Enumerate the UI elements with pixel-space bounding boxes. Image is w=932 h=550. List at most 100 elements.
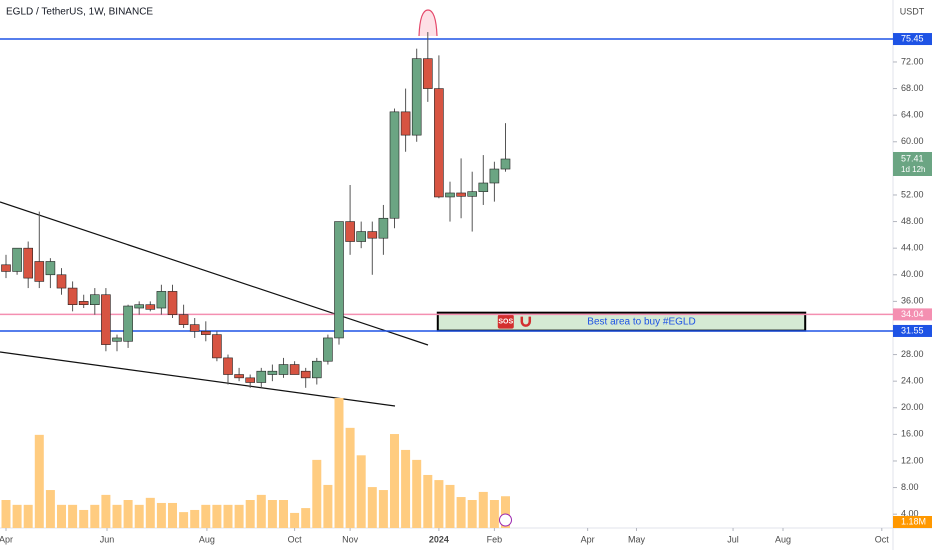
level-tag xyxy=(893,308,932,321)
volume-bar xyxy=(434,480,444,528)
level-tag xyxy=(893,33,932,46)
volume-bar xyxy=(378,490,388,528)
volume-tag-label: 1.18M xyxy=(901,516,926,526)
candle-body xyxy=(223,357,233,375)
x-tick-label: Oct xyxy=(288,534,303,544)
volume-bar xyxy=(301,508,311,528)
volume-bar xyxy=(145,497,155,528)
level-tag-label: 34.04 xyxy=(901,309,924,319)
volume-bar xyxy=(467,500,477,528)
candle-body xyxy=(389,111,400,219)
volume-bar xyxy=(112,504,122,528)
y-tick-label: 8.00 xyxy=(901,482,919,492)
candle-body xyxy=(167,291,178,315)
x-tick-label: Aug xyxy=(199,534,215,544)
candle-body xyxy=(467,191,477,197)
candle-body xyxy=(422,58,433,89)
candle-body xyxy=(267,370,278,375)
candle-body xyxy=(156,291,167,309)
y-tick-label: 60.00 xyxy=(901,136,924,146)
candle-body xyxy=(234,374,244,379)
y-tick-label: 72.00 xyxy=(901,56,924,66)
volume-bar xyxy=(334,397,344,528)
x-tick-label: May xyxy=(628,534,646,544)
candle-body xyxy=(400,111,411,136)
candle-body xyxy=(445,192,455,198)
volume-bar xyxy=(34,434,44,528)
volume-bar xyxy=(323,484,333,528)
candle-body xyxy=(378,217,389,239)
volume-bar xyxy=(68,504,78,528)
volume-bar xyxy=(101,494,111,528)
volume-bar xyxy=(223,504,233,528)
candle-body xyxy=(278,364,289,375)
zone-label: Best area to buy #EGLD xyxy=(587,316,695,327)
price-tag-label: 57.41 xyxy=(901,153,924,163)
level-tag-label: 31.55 xyxy=(901,325,924,335)
sos-label: SOS xyxy=(498,318,513,325)
volume-bar xyxy=(423,474,433,528)
candle-body xyxy=(456,192,466,197)
volume-bar xyxy=(12,504,22,528)
volume-bar xyxy=(256,494,266,528)
trend-line xyxy=(0,351,396,407)
candle-body xyxy=(45,261,56,276)
candle-body xyxy=(356,231,366,242)
volume-bar xyxy=(389,434,399,528)
y-tick-label: 20.00 xyxy=(901,402,924,412)
countdown-label: 1d 12h xyxy=(901,165,925,174)
magnet-icon xyxy=(520,316,532,327)
candle-body xyxy=(311,360,322,379)
volume-bar xyxy=(245,500,255,528)
level-tag xyxy=(893,324,932,337)
volume-bar xyxy=(212,504,222,528)
candle-body xyxy=(23,247,33,279)
y-tick-label: 40.00 xyxy=(901,269,924,279)
candle-body xyxy=(34,261,45,282)
volume-bar xyxy=(278,500,288,528)
x-tick-label: Apr xyxy=(0,534,13,544)
volume-bar xyxy=(312,459,322,528)
volume-bar xyxy=(167,502,177,528)
volume-bar xyxy=(478,491,488,528)
y-tick-label: 28.00 xyxy=(901,349,924,359)
candle-body xyxy=(300,370,311,379)
candle-body xyxy=(434,88,444,198)
x-tick-label: 2024 xyxy=(429,534,449,544)
y-tick-label: 4.00 xyxy=(901,509,919,519)
candle-body xyxy=(78,301,89,305)
candle-body xyxy=(323,337,333,362)
candle-body xyxy=(178,314,189,325)
x-tick-label: Apr xyxy=(581,534,595,544)
volume-bar xyxy=(345,427,355,528)
candle-body xyxy=(367,231,378,239)
volume-bar xyxy=(156,502,166,528)
volume-bar xyxy=(489,500,499,528)
volume-bar xyxy=(356,455,366,528)
alert-icon xyxy=(498,513,512,527)
volume-bar xyxy=(56,504,66,528)
volume-bar xyxy=(290,512,300,528)
x-tick-label: Jun xyxy=(100,534,115,544)
candle-body xyxy=(345,221,355,242)
y-tick-label: 16.00 xyxy=(901,429,924,439)
trend-line xyxy=(0,201,429,346)
candle-body xyxy=(67,287,78,305)
x-tick-label: Feb xyxy=(487,534,503,544)
volume-bar xyxy=(412,459,422,528)
candle-body xyxy=(212,334,222,359)
candle-body xyxy=(245,377,255,383)
y-tick-label: 48.00 xyxy=(901,216,924,226)
x-tick-label: Nov xyxy=(342,534,359,544)
y-tick-label: 52.00 xyxy=(901,189,924,199)
level-tag-label: 75.45 xyxy=(901,33,924,43)
candle-body xyxy=(89,294,100,305)
volume-bar xyxy=(456,497,466,528)
candle-body xyxy=(500,158,511,170)
candle-body xyxy=(56,274,67,289)
sos-badge xyxy=(497,314,514,329)
price-tag xyxy=(893,151,932,176)
candle-body xyxy=(123,305,133,342)
volume-bar xyxy=(123,500,133,528)
